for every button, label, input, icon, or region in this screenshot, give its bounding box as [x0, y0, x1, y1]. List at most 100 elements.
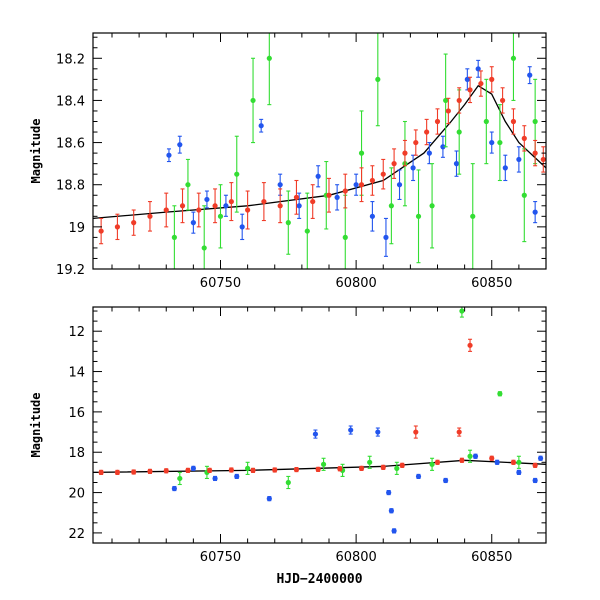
data-point — [434, 108, 441, 135]
data-point — [443, 477, 449, 484]
data-point — [489, 131, 495, 154]
plot-area — [93, 33, 546, 269]
plot-area — [93, 307, 546, 534]
data-point — [228, 467, 234, 473]
data-point — [391, 528, 397, 534]
data-point — [459, 457, 465, 463]
data-point — [293, 466, 300, 473]
x-tick-label: 60800 — [335, 550, 376, 565]
data-point — [304, 192, 310, 269]
y-tick-label: 12 — [68, 325, 85, 340]
data-point — [367, 455, 373, 469]
y-tick-label: 22 — [68, 527, 85, 542]
data-point — [375, 33, 381, 127]
data-point — [212, 475, 218, 482]
data-point — [489, 66, 495, 93]
data-point — [234, 135, 240, 213]
data-point — [388, 167, 394, 245]
data-point — [179, 188, 186, 224]
data-point — [320, 457, 327, 471]
series-1 — [177, 307, 522, 490]
y-tick-label: 18.2 — [56, 52, 85, 67]
data-point — [114, 469, 121, 476]
data-point — [445, 97, 451, 125]
data-point — [502, 154, 508, 182]
data-point — [499, 87, 506, 114]
data-point — [337, 466, 343, 472]
data-point — [190, 465, 196, 471]
y-tick-label: 16 — [68, 406, 85, 421]
data-point — [250, 57, 256, 144]
data-point — [147, 201, 153, 232]
data-point — [342, 173, 348, 209]
data-point — [510, 459, 517, 465]
data-point — [440, 135, 446, 158]
data-point — [483, 78, 489, 165]
data-point — [358, 167, 365, 203]
data-point — [310, 184, 316, 219]
y-tick-label: 14 — [68, 366, 85, 381]
series-2 — [98, 338, 538, 476]
data-point — [467, 449, 473, 463]
data-point — [424, 118, 430, 146]
data-point — [266, 496, 272, 502]
data-point — [516, 455, 522, 469]
series-0 — [171, 425, 544, 534]
series-1 — [171, 33, 538, 269]
data-point — [228, 182, 234, 222]
data-point — [521, 125, 527, 152]
data-point — [426, 142, 432, 165]
data-point — [532, 201, 538, 224]
data-point — [98, 469, 104, 476]
data-point — [177, 135, 183, 154]
data-point — [163, 192, 169, 228]
data-point — [348, 425, 354, 435]
data-point — [98, 217, 104, 245]
data-point — [250, 467, 256, 473]
series-2 — [98, 66, 546, 245]
data-point — [527, 66, 533, 85]
data-point — [467, 76, 473, 104]
x-tick-label: 60850 — [471, 550, 512, 565]
data-point — [415, 169, 422, 264]
data-point — [285, 190, 291, 255]
y-axis-label: Magnitude — [29, 392, 43, 457]
data-point — [464, 68, 470, 91]
data-point — [429, 163, 435, 249]
y-tick-label: 20 — [68, 487, 85, 502]
series-0 — [166, 59, 538, 257]
data-point — [272, 467, 278, 473]
data-point — [131, 469, 137, 475]
data-point — [266, 33, 272, 106]
data-point — [326, 177, 332, 213]
data-point — [413, 425, 419, 439]
data-point — [475, 59, 481, 78]
data-point — [429, 457, 435, 471]
y-tick-label: 19.2 — [56, 263, 85, 278]
bottom-panel: 60750 60800 60850 12 14 16 18 20 22 Magnitude HJD−… — [29, 306, 547, 587]
data-point — [207, 467, 213, 473]
data-point — [277, 188, 283, 224]
data-point — [315, 165, 321, 188]
data-point — [204, 190, 210, 209]
data-point — [497, 104, 503, 182]
data-point — [234, 473, 240, 480]
x-axis-label: HJD−2400000 — [276, 572, 362, 587]
data-point — [196, 192, 202, 228]
data-point — [312, 429, 319, 439]
data-point — [223, 194, 229, 217]
data-point — [456, 427, 462, 437]
data-point — [375, 427, 381, 437]
x-tick-label: 60850 — [471, 276, 512, 291]
y-tick-label: 18.4 — [56, 94, 85, 109]
data-point — [386, 489, 392, 496]
data-point — [467, 338, 473, 352]
data-point — [261, 182, 267, 222]
plot-frame — [92, 306, 547, 544]
data-point — [171, 205, 177, 269]
data-point — [521, 148, 527, 243]
top-panel: 60750 60800 60850 18.2 18.4 18.6 18.8 19 19.2 Mag… — [29, 32, 547, 291]
data-point — [285, 475, 291, 490]
data-point — [516, 469, 522, 476]
